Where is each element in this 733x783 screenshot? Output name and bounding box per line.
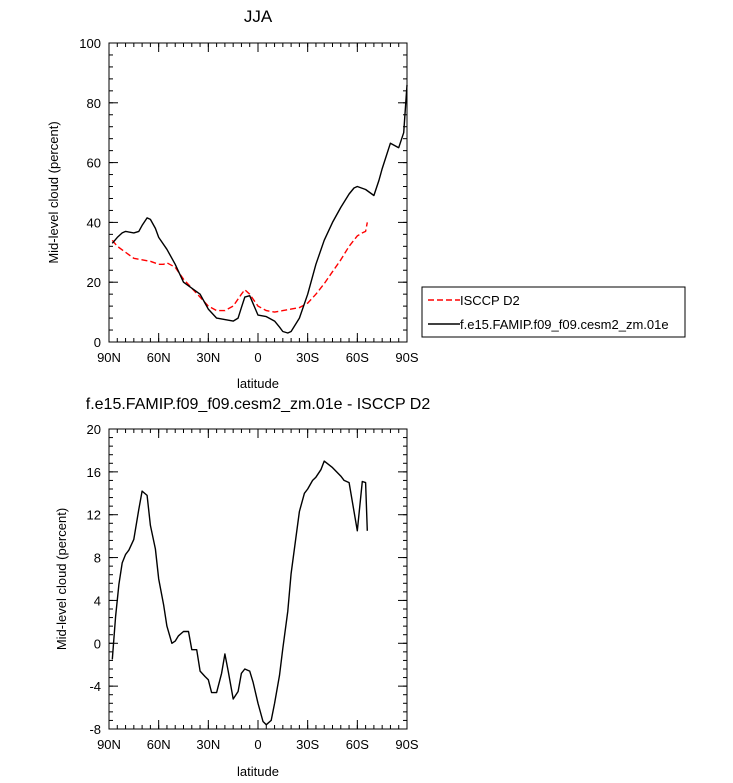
- plot2-y-tick-label: 16: [87, 465, 101, 480]
- plot1-x-axis-label: latitude: [237, 376, 279, 391]
- plot1-frame: [108, 42, 408, 343]
- plot2-x-tick-label: 60N: [147, 737, 171, 752]
- plot1-y-tick-label: 0: [94, 335, 101, 350]
- plot2-y-tick-label: 8: [94, 551, 101, 566]
- plot1-series-2-line: [111, 84, 408, 334]
- plot1-y-tick-label: 40: [87, 215, 101, 230]
- plot2-y-tick-label: 12: [87, 508, 101, 523]
- plot2-x-tick-label: 90S: [395, 737, 418, 752]
- plot2-frame: [108, 428, 408, 730]
- plot2-y-tick-label: -4: [89, 679, 101, 694]
- plot2-x-tick-label: 90N: [97, 737, 121, 752]
- plot1-series-1-line: [111, 222, 368, 313]
- legend-label-2: f.e15.FAMIP.f09_f09.cesm2_zm.01e: [460, 317, 669, 332]
- plot2-x-tick-label: 60S: [346, 737, 369, 752]
- plot2-y-tick-label: 20: [87, 422, 101, 437]
- plot1-y-tick-label: 100: [79, 36, 101, 51]
- plot1-x-tick-label: 60N: [147, 350, 171, 365]
- plot2-y-tick-label: 0: [94, 636, 101, 651]
- plot2-x-axis-label: latitude: [237, 764, 279, 779]
- plot1-x-tick-label: 90S: [395, 350, 418, 365]
- plot2-series-1-line: [111, 460, 368, 726]
- plot2-x-tick-label: 30S: [296, 737, 319, 752]
- plot2-y-tick-label: 4: [94, 593, 101, 608]
- plot1-x-tick-label: 30S: [296, 350, 319, 365]
- plot2-title: f.e15.FAMIP.f09_f09.cesm2_zm.01e - ISCCP…: [86, 396, 431, 413]
- plot2-y-tick-label: -8: [89, 722, 101, 737]
- plot1-x-tick-label: 0: [254, 350, 261, 365]
- plot1-title: JJA: [244, 7, 273, 26]
- plot2-x-tick-label: 30N: [196, 737, 220, 752]
- plot1-x-tick-label: 60S: [346, 350, 369, 365]
- plot2-x-tick-label: 0: [254, 737, 261, 752]
- plot2-y-axis-label: Mid-level cloud (percent): [54, 508, 69, 650]
- legend-label-1: ISCCP D2: [460, 293, 520, 308]
- plot1-y-axis-label: Mid-level cloud (percent): [46, 121, 61, 263]
- plot1-y-tick-label: 20: [87, 275, 101, 290]
- plot1-y-tick-label: 60: [87, 156, 101, 171]
- legend-box: [421, 286, 686, 338]
- plot1-x-tick-label: 90N: [97, 350, 121, 365]
- plot1-y-tick-label: 80: [87, 96, 101, 111]
- plot1-x-tick-label: 30N: [196, 350, 220, 365]
